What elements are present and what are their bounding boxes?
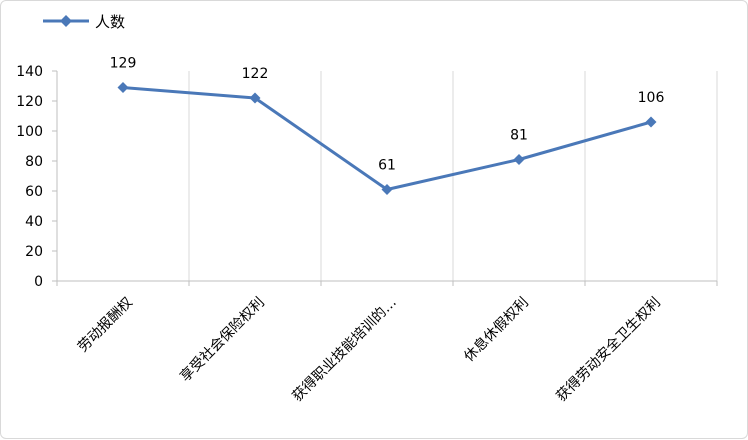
data-label: 122 xyxy=(242,66,269,82)
axes xyxy=(52,70,718,286)
data-point-marker xyxy=(513,154,525,165)
y-tick-label: 0 xyxy=(34,274,43,290)
y-axis-ticks: 0 20 40 60 80 100 120 140 xyxy=(16,64,43,290)
data-point-marker xyxy=(249,92,261,104)
legend: 人数 xyxy=(43,13,125,31)
y-tick-label: 120 xyxy=(16,94,43,110)
y-tick-label: 40 xyxy=(25,214,43,230)
x-category-label: 劳动报酬权 xyxy=(75,295,136,356)
data-label: 81 xyxy=(510,128,528,144)
data-point-marker xyxy=(117,82,129,93)
x-category-label: 享受社会保险权利 xyxy=(177,294,268,385)
data-label: 106 xyxy=(638,90,665,106)
gridlines xyxy=(188,71,718,281)
data-point-marker xyxy=(381,184,393,195)
y-tick-label: 20 xyxy=(25,244,43,260)
y-tick-label: 80 xyxy=(25,154,43,170)
data-point-marker xyxy=(645,116,657,128)
data-label: 61 xyxy=(378,158,396,174)
x-category-label: 获得职业技能培训的… xyxy=(289,294,400,405)
x-category-label: 休息休假权利 xyxy=(460,294,531,365)
y-tick-label: 100 xyxy=(16,124,43,140)
y-tick-label: 140 xyxy=(16,64,43,80)
x-axis-labels: 劳动报酬权 享受社会保险权利 获得职业技能培训的… 休息休假权利 获得劳动安全卫生权利 xyxy=(75,294,664,405)
y-tick-label: 60 xyxy=(25,184,43,200)
series-layer: 129 122 61 81 106 xyxy=(110,56,665,195)
series-line xyxy=(122,86,652,191)
data-label: 129 xyxy=(110,56,137,72)
legend-label: 人数 xyxy=(95,13,125,31)
legend-diamond-icon xyxy=(60,15,72,27)
x-category-label: 获得劳动安全卫生权利 xyxy=(553,294,664,405)
